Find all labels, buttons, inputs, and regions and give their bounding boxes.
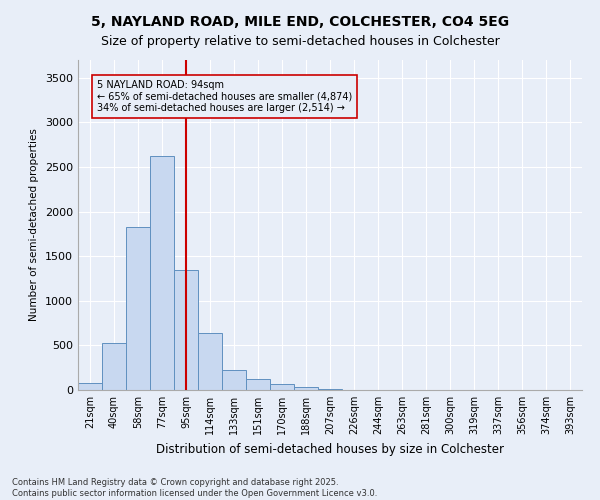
Y-axis label: Number of semi-detached properties: Number of semi-detached properties bbox=[29, 128, 40, 322]
Bar bbox=[270, 384, 294, 390]
Bar bbox=[222, 370, 246, 390]
X-axis label: Distribution of semi-detached houses by size in Colchester: Distribution of semi-detached houses by … bbox=[156, 442, 504, 456]
Bar bbox=[294, 387, 318, 390]
Bar bbox=[126, 227, 150, 390]
Bar bbox=[78, 383, 102, 390]
Text: Size of property relative to semi-detached houses in Colchester: Size of property relative to semi-detach… bbox=[101, 35, 499, 48]
Bar bbox=[102, 342, 126, 390]
Text: 5, NAYLAND ROAD, MILE END, COLCHESTER, CO4 5EG: 5, NAYLAND ROAD, MILE END, COLCHESTER, C… bbox=[91, 15, 509, 29]
Bar bbox=[246, 379, 270, 390]
Text: 5 NAYLAND ROAD: 94sqm
← 65% of semi-detached houses are smaller (4,874)
34% of s: 5 NAYLAND ROAD: 94sqm ← 65% of semi-deta… bbox=[97, 80, 352, 113]
Bar bbox=[150, 156, 174, 390]
Text: Contains HM Land Registry data © Crown copyright and database right 2025.
Contai: Contains HM Land Registry data © Crown c… bbox=[12, 478, 377, 498]
Bar bbox=[198, 333, 222, 390]
Bar bbox=[174, 270, 198, 390]
